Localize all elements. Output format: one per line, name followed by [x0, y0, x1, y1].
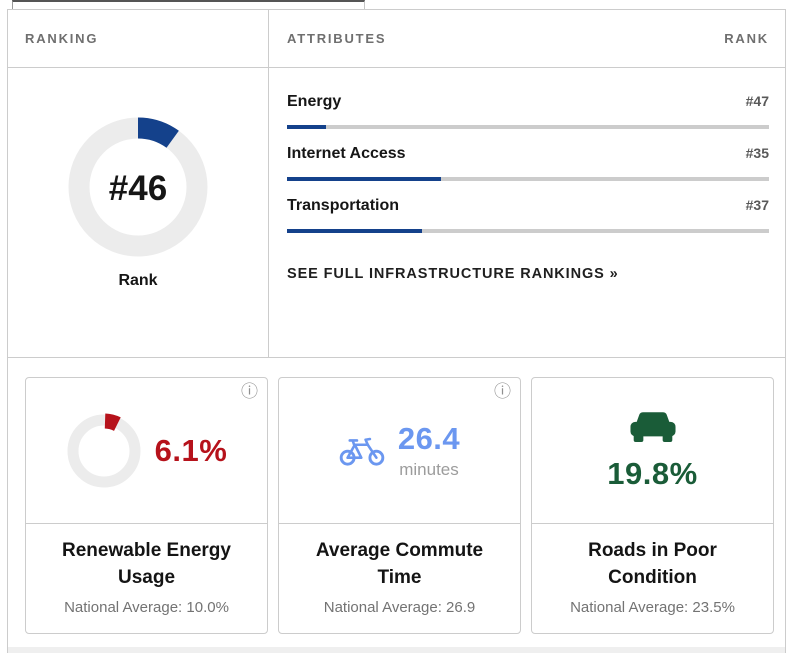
stat-title: Renewable Energy Usage [62, 540, 231, 588]
national-average: National Average: 10.0% [64, 598, 229, 616]
attribute-label: Energy [287, 93, 342, 110]
national-average: National Average: 26.9 [323, 598, 476, 616]
attribute-rank: #47 [745, 93, 769, 109]
attribute-row-internet-access: Internet Access #35 [287, 145, 769, 181]
attribute-rank: #35 [745, 145, 769, 161]
rank-value: #46 [109, 169, 167, 208]
attribute-label: Internet Access [287, 145, 406, 162]
rank-column-header: RANK [724, 31, 769, 46]
attribute-bar [287, 177, 769, 181]
national-average: National Average: 23.5% [570, 598, 735, 616]
attribute-row-transportation: Transportation #37 [287, 197, 769, 233]
next-section-edge [8, 647, 785, 653]
stat-title: Roads in Poor Condition [588, 540, 717, 588]
ranking-section: RANKING #46 Rank ATTRIBUTES RANK [8, 10, 785, 358]
renewable-energy-donut-chart [66, 413, 142, 488]
stat-card-average-commute: ⓘ 26.4 minutes [278, 377, 521, 634]
ranking-header: RANKING [8, 10, 268, 68]
stat-value: 6.1% [154, 432, 228, 468]
attribute-bar [287, 229, 769, 233]
donut-arc [68, 117, 208, 257]
stat-card-roads-poor-condition: 19.8% Roads in Poor Condition National A… [531, 377, 774, 634]
stat-unit: minutes [399, 460, 459, 479]
ranking-column: RANKING #46 Rank [8, 10, 268, 357]
rank-label: Rank [118, 272, 158, 289]
attribute-bar-fill [287, 125, 326, 129]
rank-donut-chart: #46 [68, 117, 208, 257]
attributes-header: ATTRIBUTES [287, 31, 387, 46]
attributes-column: ATTRIBUTES RANK Energy #47 [268, 10, 785, 357]
donut-track [67, 414, 141, 487]
see-full-rankings-link[interactable]: SEE FULL INFRASTRUCTURE RANKINGS » [287, 266, 619, 282]
attribute-bar-fill [287, 229, 422, 233]
attribute-rank: #37 [745, 197, 769, 213]
stat-card-renewable-energy: ⓘ 6.1% Renewable Energy Usage National A… [25, 377, 268, 634]
stat-value: 19.8% [607, 456, 698, 491]
attribute-row-energy: Energy #47 [287, 93, 769, 129]
info-icon[interactable]: ⓘ [241, 382, 258, 402]
info-icon[interactable]: ⓘ [494, 382, 511, 402]
attribute-label: Transportation [287, 197, 400, 214]
attribute-bar-fill [287, 177, 442, 181]
stat-value: 26.4 [397, 421, 461, 456]
attribute-bar [287, 125, 769, 129]
rankings-panel: RANKING #46 Rank ATTRIBUTES RANK [7, 9, 786, 653]
car-icon [629, 412, 676, 442]
bicycle-icon [339, 437, 385, 466]
stat-title: Average Commute Time [315, 540, 484, 588]
stats-section: ⓘ 6.1% Renewable Energy Usage National A… [8, 358, 785, 653]
previous-section-edge [12, 0, 365, 9]
